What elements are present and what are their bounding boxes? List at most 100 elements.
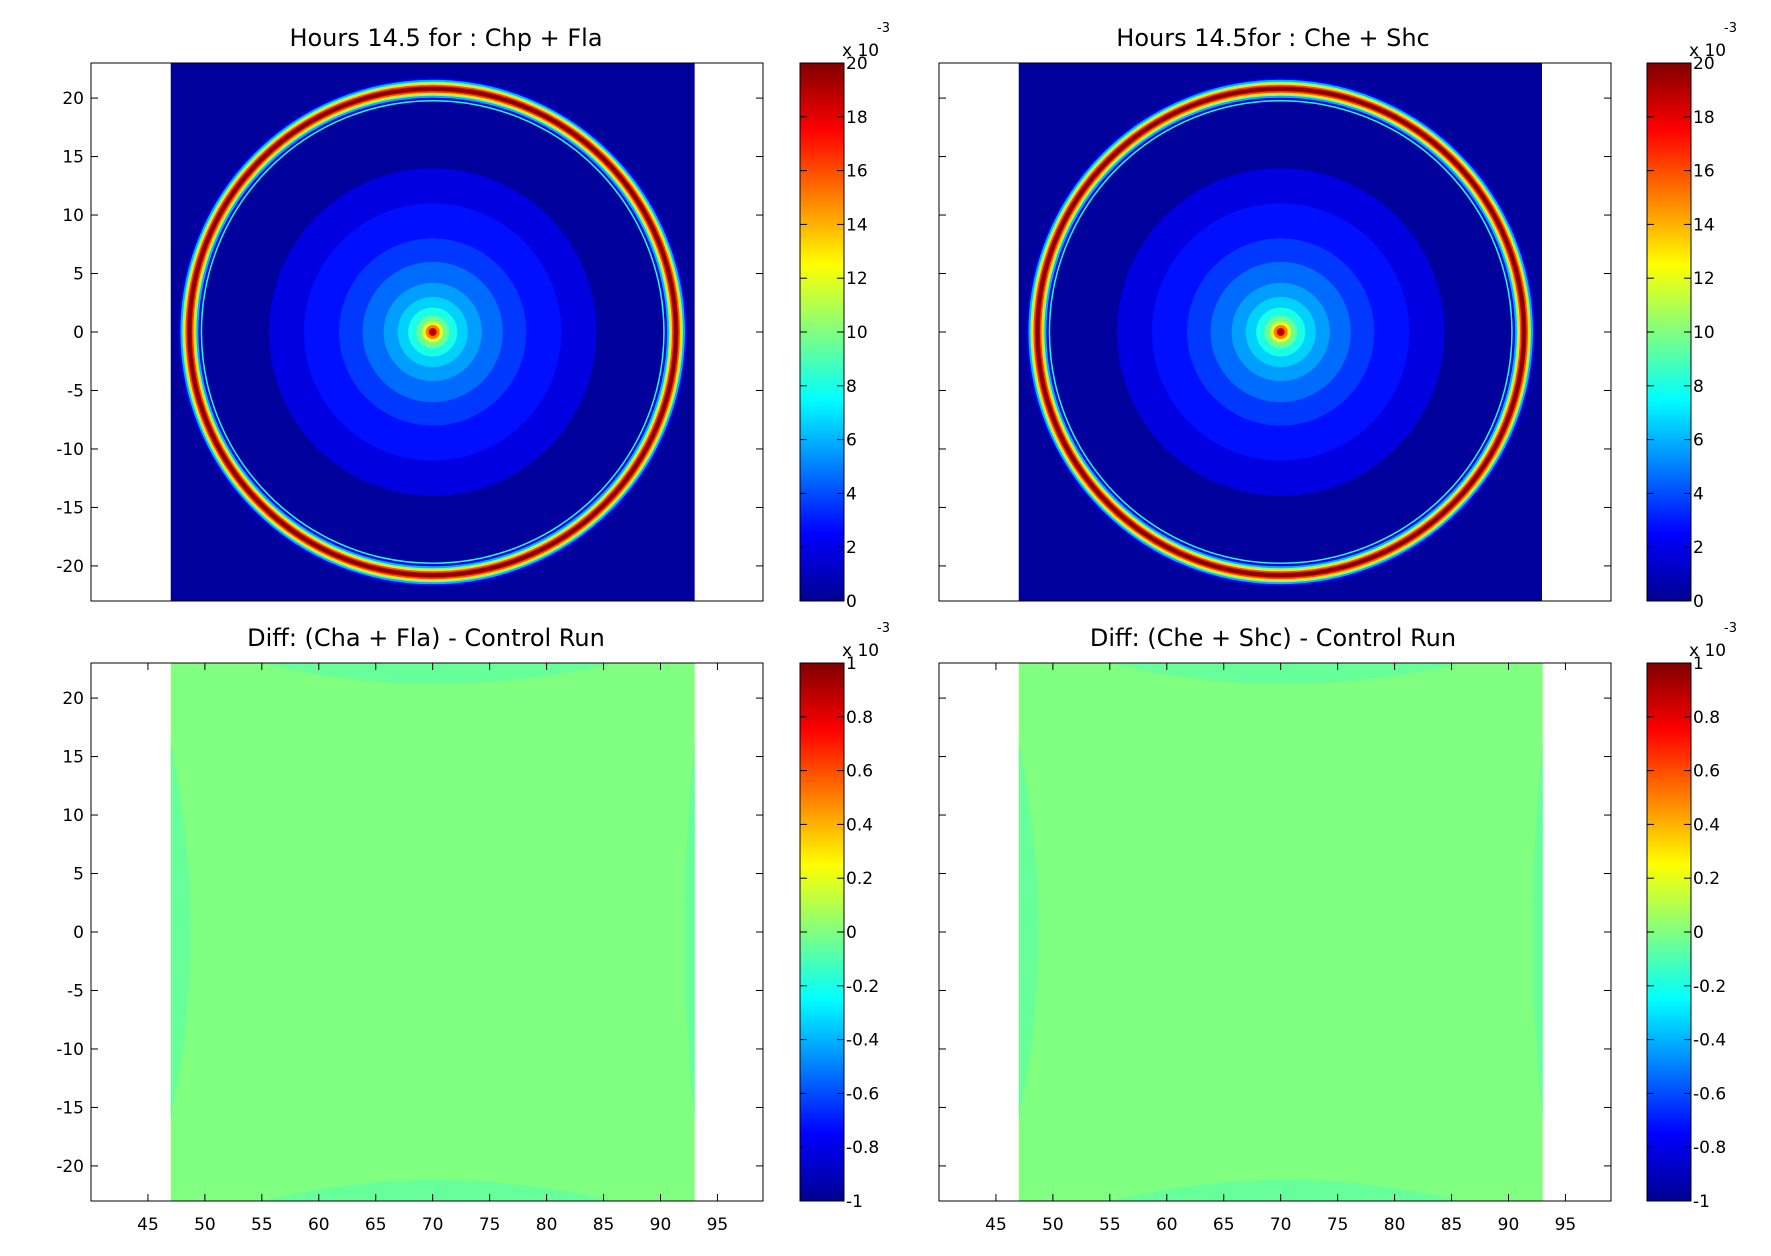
x-tick-label: 45 [985, 1215, 1007, 1235]
x-tick-label: 80 [1384, 1215, 1406, 1235]
colorbar-tick-label: 0.4 [846, 815, 873, 835]
x-tick-label: 55 [1099, 1215, 1121, 1235]
colorbar: 1 0.8 0.6 0.4 0.2 0 -0.2 -0.4 -0.6 -0.8 -1 x 10 -3 [1646, 621, 1737, 1212]
edge-lobe [1018, 744, 1039, 1120]
y-tick-label: 20 [62, 89, 84, 109]
colorbar-exponent-label: x 10 [842, 641, 879, 661]
colorbar-tick-label: 4 [846, 484, 857, 504]
x-tick-label: 60 [308, 1215, 330, 1235]
colorbar-tick-label: 6 [1693, 431, 1704, 451]
heatmap-field [170, 63, 695, 601]
panel-title: Diff: (Cha + Fla) - Control Run [247, 624, 605, 652]
x-tick-label: 95 [1555, 1215, 1577, 1235]
colorbar-tick-label: -1 [1693, 1192, 1710, 1212]
colorbar: 0 2 4 6 8 10 12 14 16 18 20 x 10 -3 [799, 21, 890, 612]
y-tick-label: 10 [62, 806, 84, 826]
colorbar-tick-label: 1 [846, 654, 857, 674]
y-tick-label: -10 [56, 440, 84, 460]
heatmap-field [1018, 663, 1543, 1201]
colorbar-tick-label: -0.2 [1693, 977, 1726, 997]
colorbar-tick-label: 2 [1693, 538, 1704, 558]
colorbar-tick-label: 0.2 [846, 869, 873, 889]
y-tick-label: 0 [73, 923, 84, 943]
colorbar-tick-label: 0.2 [1693, 869, 1720, 889]
x-tick-label: 80 [536, 1215, 558, 1235]
colorbar-tick-label: 14 [846, 215, 868, 235]
x-tick-label: 85 [593, 1215, 615, 1235]
panel-title: Diff: (Che + Shc) - Control Run [1090, 624, 1456, 652]
colorbar-tick-label: 0.6 [1693, 762, 1720, 782]
x-tick-label: 55 [251, 1215, 273, 1235]
colorbar-tick-label: 2 [846, 538, 857, 558]
y-tick-label: -5 [67, 381, 84, 401]
x-axis-ticks: 45 50 55 60 65 70 75 80 85 90 95 [985, 663, 1576, 1235]
colorbar-tick-label: 0.6 [846, 762, 873, 782]
colorbar-tick-label: 10 [1693, 323, 1715, 343]
ring-band [187, 87, 678, 577]
y-tick-label: 0 [73, 323, 84, 343]
y-tick-label: 15 [62, 748, 84, 768]
colorbar-gradient [799, 662, 845, 1202]
y-tick-label: 5 [73, 865, 84, 885]
colorbar-tick-label: -0.4 [846, 1031, 879, 1051]
x-tick-label: 65 [365, 1215, 387, 1235]
colorbar-tick-label: 20 [846, 54, 868, 74]
y-axis-ticks: 20 15 10 5 0 -5 -10 -15 -20 [56, 689, 763, 1177]
field-background [1018, 663, 1543, 1201]
colorbar-tick-label: 18 [1693, 108, 1715, 128]
colorbar-tick-label: 0.8 [1693, 708, 1720, 728]
colorbar-gradient [1646, 662, 1692, 1202]
colorbar-ticks: 1 0.8 0.6 0.4 0.2 0 -0.2 -0.4 -0.6 -0.8 -1 [1647, 654, 1726, 1212]
y-axis-ticks [939, 697, 1611, 1167]
x-tick-label: 85 [1441, 1215, 1463, 1235]
edge-lobe [261, 1180, 615, 1201]
panel-title: Hours 14.5 for : Chp + Fla [289, 24, 602, 52]
edge-lobe [684, 744, 695, 1120]
x-axis-ticks: 45 50 55 60 65 70 75 80 85 90 95 [137, 663, 728, 1235]
x-tick-label: 75 [1327, 1215, 1349, 1235]
colorbar-tick-label: 0 [846, 923, 857, 943]
colorbar-tick-label: 8 [1693, 377, 1704, 397]
heatmap-field [1018, 63, 1542, 601]
panel-bottom-right: Diff: (Che + Shc) - Control Run 45 50 55 60… [938, 621, 1737, 1235]
ring-band [1035, 87, 1526, 577]
x-tick-label: 90 [1498, 1215, 1520, 1235]
colorbar-tick-label: 12 [846, 269, 868, 289]
edge-lobe [1109, 1180, 1463, 1201]
x-tick-label: 70 [422, 1215, 444, 1235]
colorbar-exponent-label: x 10 [842, 41, 879, 61]
colorbar-tick-label: 4 [1693, 484, 1704, 504]
colorbar: 0 2 4 6 8 10 12 14 16 18 20 x 10 -3 [1646, 21, 1737, 612]
y-axis-ticks [939, 97, 1611, 567]
colorbar-tick-label: 20 [1693, 54, 1715, 74]
ring-inner-trace [200, 99, 665, 565]
colorbar-tick-label: 16 [846, 162, 868, 182]
x-tick-label: 50 [194, 1215, 216, 1235]
colorbar-exponent-power: -3 [877, 621, 890, 636]
y-tick-label: -15 [56, 1098, 84, 1118]
panel-top-left: Hours 14.5 for : Chp + Fla 20151050-5-10… [56, 21, 890, 612]
colorbar-tick-label: 0 [1693, 923, 1704, 943]
x-tick-label: 75 [479, 1215, 501, 1235]
x-tick-label: 50 [1042, 1215, 1064, 1235]
x-tick-label: 65 [1213, 1215, 1235, 1235]
colorbar-tick-label: 8 [846, 377, 857, 397]
colorbar-tick-label: -0.6 [846, 1084, 879, 1104]
edge-lobe [261, 663, 615, 684]
colorbar-tick-label: -1 [846, 1192, 863, 1212]
colorbar-exponent-label: x 10 [1689, 641, 1726, 661]
colorbar-gradient [799, 62, 845, 602]
colorbar-exponent-power: -3 [1724, 621, 1737, 636]
panel-bottom-left: Diff: (Cha + Fla) - Control Run 20151050… [56, 621, 890, 1235]
y-tick-label: 15 [62, 148, 84, 168]
x-tick-label: 45 [137, 1215, 159, 1235]
colorbar-tick-label: 14 [1693, 215, 1715, 235]
y-tick-label: -20 [56, 557, 84, 577]
y-tick-label: 20 [62, 689, 84, 709]
colorbar: 1 0.8 0.6 0.4 0.2 0 -0.2 -0.4 -0.6 -0.8 -1 x 10 -3 [799, 621, 890, 1212]
colorbar-tick-label: 18 [846, 108, 868, 128]
x-tick-label: 90 [650, 1215, 672, 1235]
colorbar-tick-label: -0.4 [1693, 1031, 1726, 1051]
colorbar-tick-label: 6 [846, 431, 857, 451]
colorbar-tick-label: -0.8 [846, 1138, 879, 1158]
